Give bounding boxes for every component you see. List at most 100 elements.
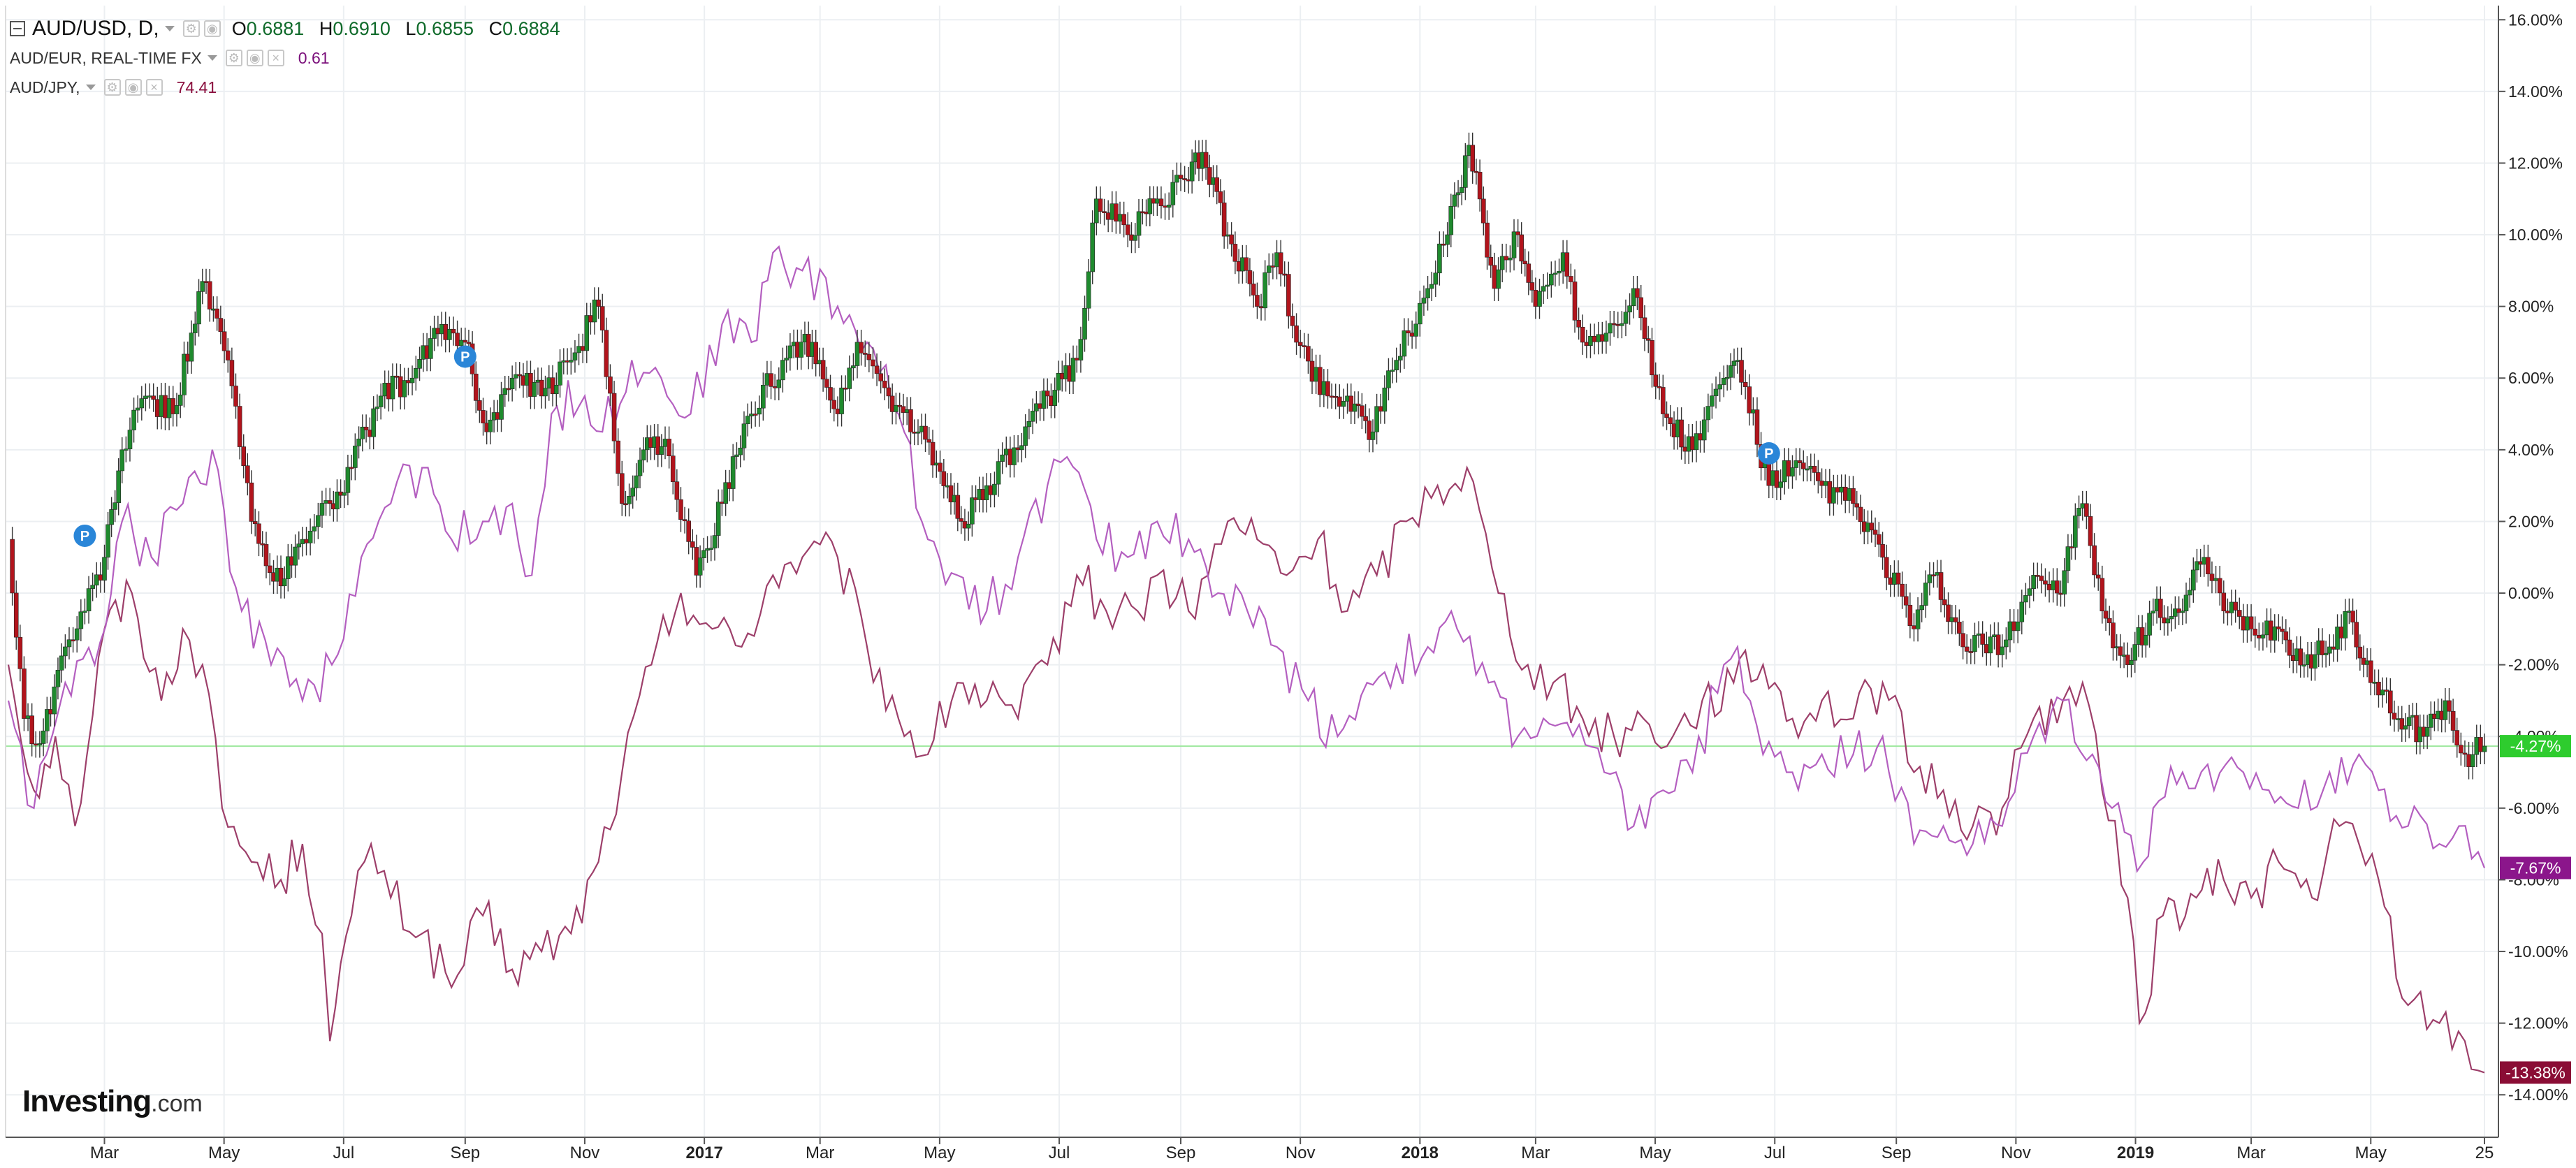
- candle: [1247, 270, 1253, 284]
- hide-eye-icon[interactable]: ◉: [203, 20, 221, 37]
- candle: [764, 373, 770, 386]
- close-icon[interactable]: ×: [145, 79, 163, 96]
- candle: [1823, 481, 1828, 486]
- candle: [229, 360, 235, 386]
- legend-symbol-aud-eur[interactable]: AUD/EUR, REAL-TIME FX: [10, 48, 202, 67]
- event-marker-label: P: [1764, 446, 1773, 462]
- legend-row-aud-usd: AUD/USD, D, ⚙ ◉ O0.6881 H0.6910 L0.6855 …: [10, 14, 570, 43]
- candle: [1266, 265, 1272, 273]
- candle: [787, 345, 793, 358]
- candle: [1274, 252, 1279, 268]
- settings-gear-icon[interactable]: ⚙: [182, 20, 200, 37]
- candle: [1816, 472, 1821, 481]
- candle: [1976, 633, 1981, 636]
- hide-eye-icon[interactable]: ◉: [124, 79, 142, 96]
- candle: [1030, 411, 1035, 422]
- candle: [1957, 622, 1962, 634]
- candle: [984, 485, 989, 500]
- y-tick-label: -2.00%: [2508, 656, 2559, 674]
- candle: [1492, 265, 1497, 289]
- candle: [304, 539, 309, 543]
- candle: [147, 395, 152, 398]
- candle: [1721, 377, 1726, 385]
- collapse-legend-button[interactable]: [10, 21, 25, 36]
- candle: [127, 430, 133, 449]
- event-marker: [453, 345, 476, 368]
- candle: [207, 281, 212, 309]
- candle: [443, 323, 449, 340]
- event-marker-label: P: [460, 349, 470, 365]
- candle: [2169, 616, 2174, 620]
- candle: [2248, 616, 2254, 629]
- candle: [1599, 334, 1605, 342]
- candle: [1854, 503, 1860, 508]
- candle: [1642, 317, 1647, 339]
- chevron-down-icon[interactable]: [85, 85, 96, 90]
- candle: [45, 709, 50, 731]
- close-icon[interactable]: ×: [267, 50, 284, 66]
- y-tick-label: 10.00%: [2508, 226, 2563, 244]
- candle: [2335, 626, 2340, 650]
- candle: [2474, 737, 2480, 755]
- candle: [1827, 481, 1833, 504]
- candle: [1611, 323, 1617, 326]
- candle: [323, 500, 328, 504]
- candle: [619, 473, 625, 504]
- candle: [1541, 286, 1546, 292]
- candle: [1023, 426, 1028, 446]
- candle: [154, 399, 160, 417]
- legend-symbol-aud-usd[interactable]: AUD/USD, D,: [32, 17, 159, 40]
- candle: [237, 406, 242, 447]
- settings-gear-icon[interactable]: ⚙: [103, 79, 121, 96]
- candle: [1511, 231, 1517, 258]
- candle: [1402, 330, 1407, 357]
- chevron-down-icon[interactable]: [207, 55, 217, 61]
- candle: [349, 467, 354, 469]
- candle: [41, 731, 46, 744]
- candle: [2343, 611, 2348, 638]
- candle: [2462, 752, 2468, 755]
- candle: [2213, 578, 2218, 581]
- candle: [1455, 192, 1461, 196]
- candle: [98, 574, 103, 581]
- candle: [923, 425, 928, 440]
- candle: [59, 655, 64, 671]
- close-value: 0.6884: [502, 17, 560, 39]
- candle: [772, 386, 778, 388]
- candle: [296, 543, 302, 548]
- legend-value-aud-jpy: 74.41: [176, 78, 217, 96]
- candle: [1321, 381, 1327, 395]
- candle: [1182, 178, 1187, 180]
- candle: [286, 556, 291, 579]
- ohlc-readout: O0.6881 H0.6910 L0.6855 C0.6884: [232, 18, 570, 40]
- candle: [2301, 664, 2307, 666]
- aud-eur-line: [7, 244, 2486, 873]
- settings-gear-icon[interactable]: ⚙: [225, 50, 242, 66]
- candle: [2191, 569, 2196, 591]
- candle: [300, 539, 305, 544]
- candle: [1429, 284, 1434, 289]
- candle: [1938, 572, 1944, 600]
- candle: [854, 342, 860, 366]
- candle: [143, 395, 148, 399]
- chevron-down-icon[interactable]: [164, 26, 175, 31]
- candle: [2035, 575, 2040, 577]
- candle: [1812, 466, 1817, 473]
- candle: [1549, 273, 1554, 286]
- candle: [2388, 690, 2393, 714]
- candle: [897, 404, 902, 407]
- candle: [2023, 595, 2028, 603]
- candle: [1352, 403, 1358, 412]
- candle: [1294, 325, 1299, 343]
- candle: [2264, 620, 2269, 636]
- candle: [835, 409, 841, 414]
- candle: [1635, 288, 1640, 298]
- candle: [1533, 290, 1538, 307]
- candle: [112, 502, 117, 510]
- candle: [71, 639, 75, 642]
- hide-eye-icon[interactable]: ◉: [246, 50, 263, 66]
- y-tick-label: 6.00%: [2508, 369, 2554, 387]
- candle: [1232, 244, 1238, 262]
- legend-symbol-aud-jpy[interactable]: AUD/JPY,: [10, 78, 80, 96]
